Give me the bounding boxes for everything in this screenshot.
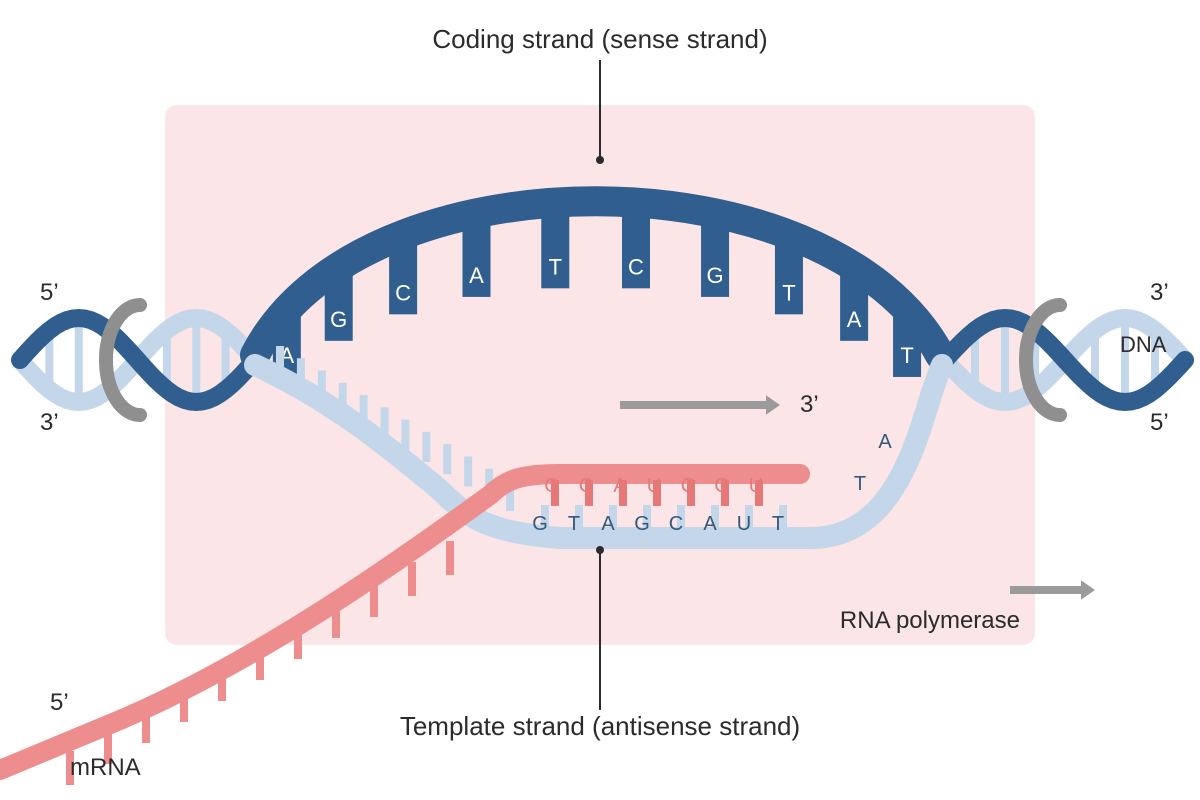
coding-base: G: [706, 263, 723, 288]
mrna-base: U: [749, 475, 763, 497]
coding-base: T: [549, 254, 562, 279]
mrna-base: C: [681, 475, 695, 497]
end-label-tr: 3’: [1150, 279, 1169, 306]
mrna-base: A: [613, 475, 627, 497]
coding-base: G: [330, 307, 347, 332]
mrna-base: G: [714, 475, 730, 497]
template-base: G: [532, 513, 548, 535]
coding-base: A: [469, 263, 484, 288]
template-base: T: [854, 473, 866, 495]
mrna-base: G: [544, 475, 560, 497]
template-base: A: [601, 513, 615, 535]
leader-dot: [596, 546, 604, 554]
template-base: T: [772, 513, 784, 535]
label-coding-strand: Coding strand (sense strand): [432, 24, 767, 54]
coding-base: C: [395, 280, 411, 305]
mrna-base: C: [579, 475, 593, 497]
template-base: U: [737, 513, 751, 535]
template-base: A: [703, 513, 717, 535]
end-label-mrna5: 5’: [50, 689, 69, 716]
end-label-br: 5’: [1150, 409, 1169, 436]
template-base: A: [878, 431, 892, 453]
template-base: G: [634, 513, 650, 535]
end-label-bl: 3’: [40, 409, 59, 436]
coding-base: A: [847, 307, 862, 332]
mrna-base: U: [647, 475, 661, 497]
template-base: T: [568, 513, 580, 535]
label-template-strand: Template strand (antisense strand): [400, 711, 800, 741]
coding-base: C: [628, 254, 644, 279]
label-mrna: mRNA: [70, 754, 141, 781]
label-rna-polymerase: RNA polymerase: [840, 607, 1020, 634]
label-dna: DNA: [1120, 332, 1167, 357]
end-label-mid3: 3’: [800, 391, 819, 418]
end-label-tl: 5’: [40, 279, 59, 306]
coding-base: T: [900, 343, 913, 368]
coding-base: T: [782, 280, 795, 305]
template-base: C: [669, 513, 683, 535]
leader-dot: [596, 156, 604, 164]
